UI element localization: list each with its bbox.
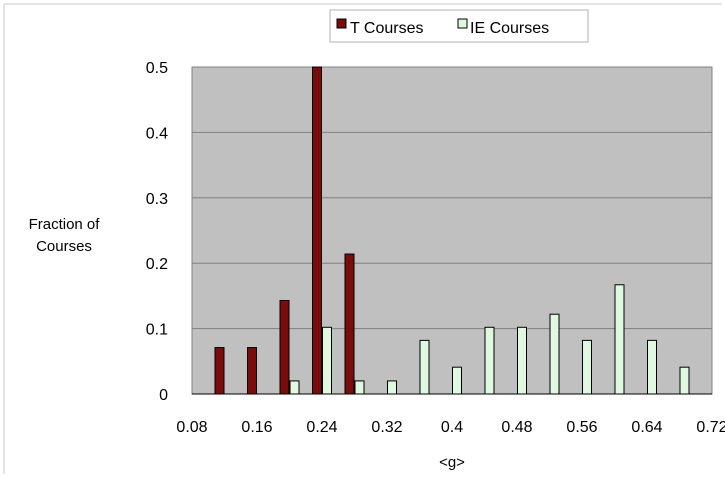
x-tick-label-0-24: 0.24 <box>306 419 337 436</box>
y-tick-label-0-4: 0.4 <box>146 125 168 142</box>
y-axis-ticks: 0 0.1 0.2 0.3 0.4 0.5 <box>146 60 168 404</box>
x-tick-label-0-16: 0.16 <box>241 419 272 436</box>
bar-t-courses-0-16 <box>247 347 257 395</box>
bar-t-courses-0-28 <box>344 253 355 395</box>
legend-label-t-courses: T Courses <box>350 20 424 37</box>
y-tick-label-0-2: 0.2 <box>146 256 168 273</box>
legend-label-ie-courses: IE Courses <box>470 20 549 37</box>
x-tick-label-0-32: 0.32 <box>371 419 402 436</box>
bar-ie-courses-0-52 <box>549 313 560 395</box>
legend-swatch-ie-courses <box>457 18 468 29</box>
bars <box>214 66 690 395</box>
plot-area <box>191 66 713 395</box>
bar-ie-courses-0-4 <box>452 366 462 395</box>
chart-outer-frame <box>3 3 722 474</box>
bar-ie-courses-0-64 <box>647 339 657 395</box>
y-axis-title-line-2: Courses <box>36 238 92 255</box>
x-tick-label-0-4: 0.4 <box>441 419 463 436</box>
bar-ie-courses-0-68 <box>679 366 690 395</box>
x-axis-ticks: 0.08 0.16 0.24 0.32 0.4 0.48 0.56 0.64 0.72 <box>176 419 725 436</box>
bar-ie-courses-0-2 <box>289 380 300 395</box>
bar-ie-courses-0-28 <box>354 380 365 395</box>
bar-t-courses-0-12 <box>214 347 225 395</box>
y-tick-label-0: 0 <box>159 387 168 404</box>
y-tick-label-0-1: 0.1 <box>146 322 168 339</box>
legend-swatch-t-courses <box>336 18 347 29</box>
bar-ie-courses-0-36 <box>419 339 430 395</box>
bar-ie-courses-0-24 <box>322 326 332 395</box>
x-tick-label-0-72: 0.72 <box>696 419 725 436</box>
axis-titles: <g> Fraction of Courses <box>29 216 466 471</box>
y-tick-label-0-5: 0.5 <box>146 60 168 77</box>
x-tick-label-0-48: 0.48 <box>501 419 532 436</box>
x-tick-label-0-56: 0.56 <box>566 419 597 436</box>
bar-ie-courses-0-32 <box>387 380 397 395</box>
bar-ie-courses-0-44 <box>484 326 495 395</box>
bar-t-courses-0-2 <box>279 299 290 395</box>
bar-ie-courses-0-6 <box>614 284 625 395</box>
gridlines <box>192 66 712 395</box>
bar-ie-courses-0-48 <box>517 326 527 395</box>
x-axis-title: <g> <box>439 454 465 471</box>
y-axis-title-line-1: Fraction of <box>29 216 101 233</box>
bar-ie-courses-0-56 <box>582 339 592 395</box>
bar-t-courses-0-24 <box>312 66 322 395</box>
y-tick-label-0-3: 0.3 <box>146 191 168 208</box>
legend: T Courses IE Courses <box>329 9 589 43</box>
plot-background <box>191 66 713 395</box>
x-tick-label-0-64: 0.64 <box>631 419 662 436</box>
x-tick-label-0-08: 0.08 <box>176 419 207 436</box>
